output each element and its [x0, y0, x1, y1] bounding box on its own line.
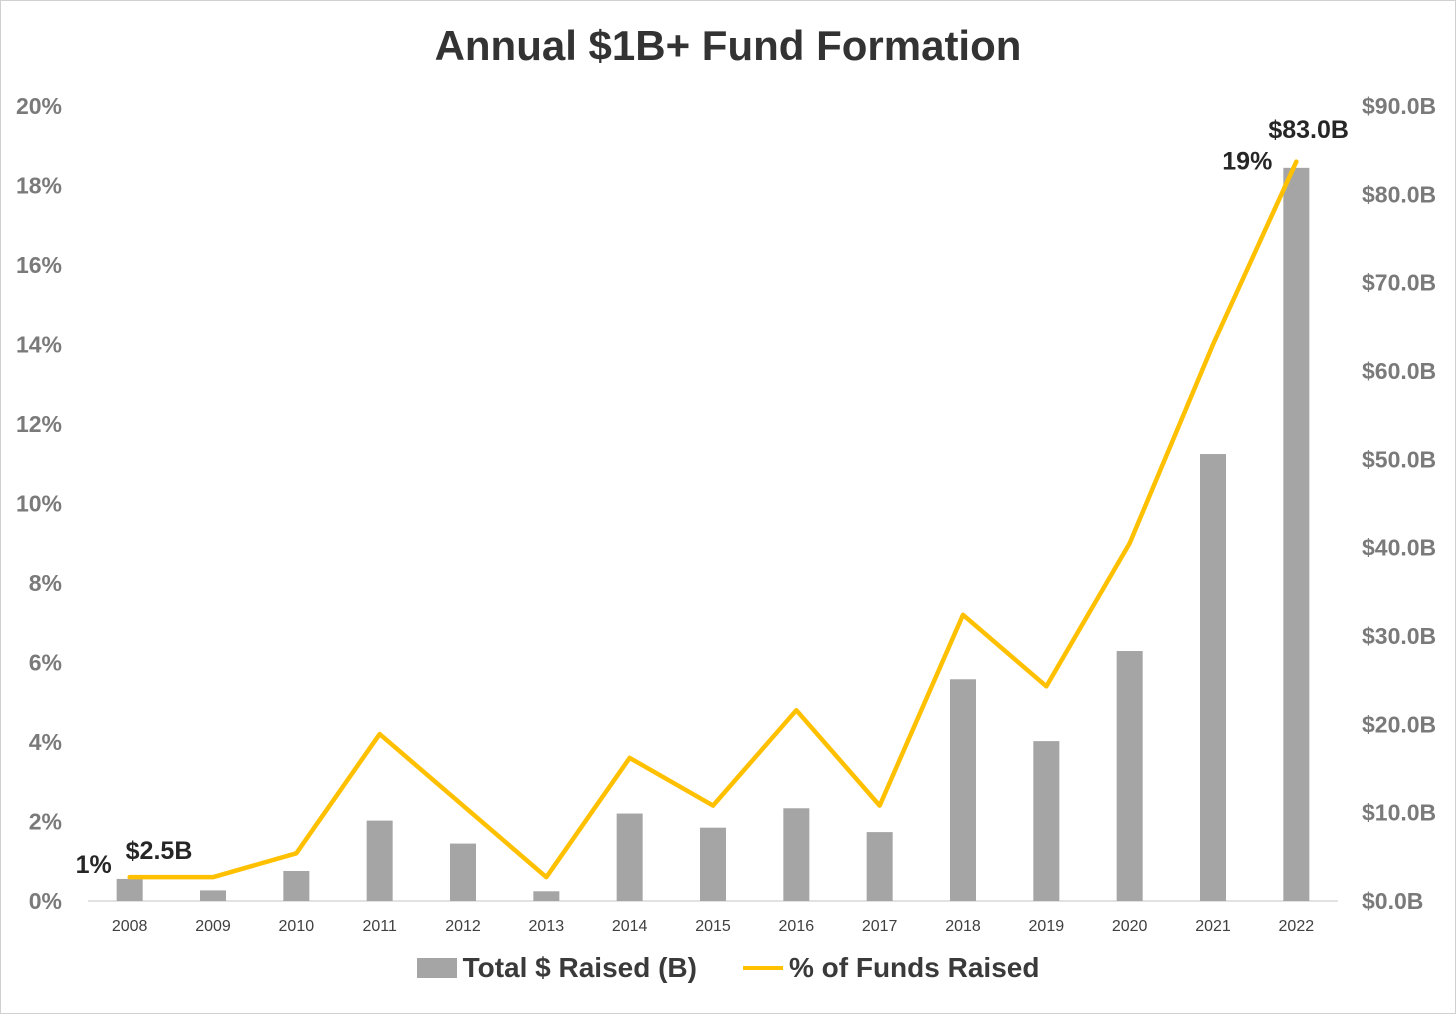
x-tick-label: 2009	[195, 918, 231, 935]
legend-bar-swatch	[416, 958, 457, 978]
left-tick-label: 6%	[29, 650, 62, 676]
right-tick-label: $50.0B	[1362, 446, 1436, 472]
x-tick-label: 2010	[279, 918, 315, 935]
legend-label-bars: Total $ Raised (B)	[462, 952, 697, 983]
right-tick-label: $10.0B	[1362, 800, 1436, 826]
x-tick-label: 2008	[112, 918, 148, 935]
x-tick-label: 2013	[529, 918, 565, 935]
bar	[616, 813, 643, 901]
left-tick-label: 8%	[29, 570, 62, 596]
legend-item-bars: Total $ Raised (B)	[416, 952, 697, 984]
x-tick-label: 2018	[945, 918, 981, 935]
x-tick-label: 2015	[695, 918, 731, 935]
x-tick-label: 2020	[1112, 918, 1148, 935]
bar	[450, 843, 476, 901]
right-tick-label: $30.0B	[1362, 623, 1436, 649]
left-tick-label: 16%	[16, 252, 62, 278]
x-tick-label: 2016	[779, 918, 815, 935]
right-tick-label: $80.0B	[1362, 181, 1436, 207]
right-tick-label: $90.0B	[1362, 93, 1436, 119]
data-label: $2.5B	[126, 837, 193, 865]
left-tick-label: 20%	[16, 93, 62, 119]
bar	[1116, 651, 1143, 901]
bar	[950, 679, 976, 901]
bar	[1033, 741, 1060, 901]
x-tick-label: 2011	[362, 918, 397, 935]
bar	[116, 878, 143, 901]
bar	[866, 832, 893, 901]
x-tick-label: 2022	[1279, 918, 1315, 935]
right-axis: $0.0B $10.0B $20.0B $30.0B $40.0B $50.0B $60.0…	[1362, 93, 1436, 914]
right-tick-label: $60.0B	[1362, 358, 1436, 384]
legend: Total $ Raised (B) % of Funds Raised	[0, 952, 1456, 984]
left-tick-label: 14%	[16, 332, 62, 358]
bar-series	[116, 167, 1310, 902]
left-axis: 0% 2% 4% 6% 8% 10% 12% 14% 16% 18% 20%	[16, 93, 62, 914]
percent-line	[127, 159, 1299, 880]
right-tick-label: $0.0B	[1362, 888, 1423, 914]
chart-title: Annual $1B+ Fund Formation	[434, 22, 1022, 69]
left-tick-label: 18%	[16, 173, 62, 199]
right-tick-label: $40.0B	[1362, 535, 1436, 561]
bar	[366, 820, 393, 901]
bar	[1283, 167, 1310, 902]
left-tick-label: 2%	[29, 809, 62, 835]
left-tick-label: 12%	[16, 411, 62, 437]
left-tick-label: 0%	[29, 888, 62, 914]
x-tick-label: 2017	[862, 918, 898, 935]
data-labels: 1% $2.5B 19% $83.0B	[76, 116, 1349, 879]
x-axis: 2008 2009 2010 2011 2012 2013 2014 2015 2016 2017…	[112, 918, 1314, 935]
data-label: 19%	[1222, 148, 1272, 176]
right-tick-label: $70.0B	[1362, 270, 1436, 296]
bar	[783, 808, 810, 901]
x-tick-label: 2021	[1195, 918, 1231, 935]
bar	[700, 827, 726, 901]
bar	[533, 891, 560, 901]
x-tick-label: 2012	[445, 918, 481, 935]
left-tick-label: 10%	[16, 491, 62, 517]
right-tick-label: $20.0B	[1362, 711, 1436, 737]
legend-line-swatch	[742, 966, 783, 970]
x-tick-label: 2014	[612, 918, 648, 935]
bar	[200, 890, 226, 901]
x-tick-label: 2019	[1029, 918, 1065, 935]
left-tick-label: 4%	[29, 729, 62, 755]
bar	[1200, 454, 1226, 901]
legend-item-line: % of Funds Raised	[742, 952, 1040, 984]
data-label: 1%	[76, 851, 112, 879]
data-label: $83.0B	[1268, 116, 1349, 144]
bar	[283, 870, 310, 901]
legend-label-line: % of Funds Raised	[788, 952, 1040, 983]
